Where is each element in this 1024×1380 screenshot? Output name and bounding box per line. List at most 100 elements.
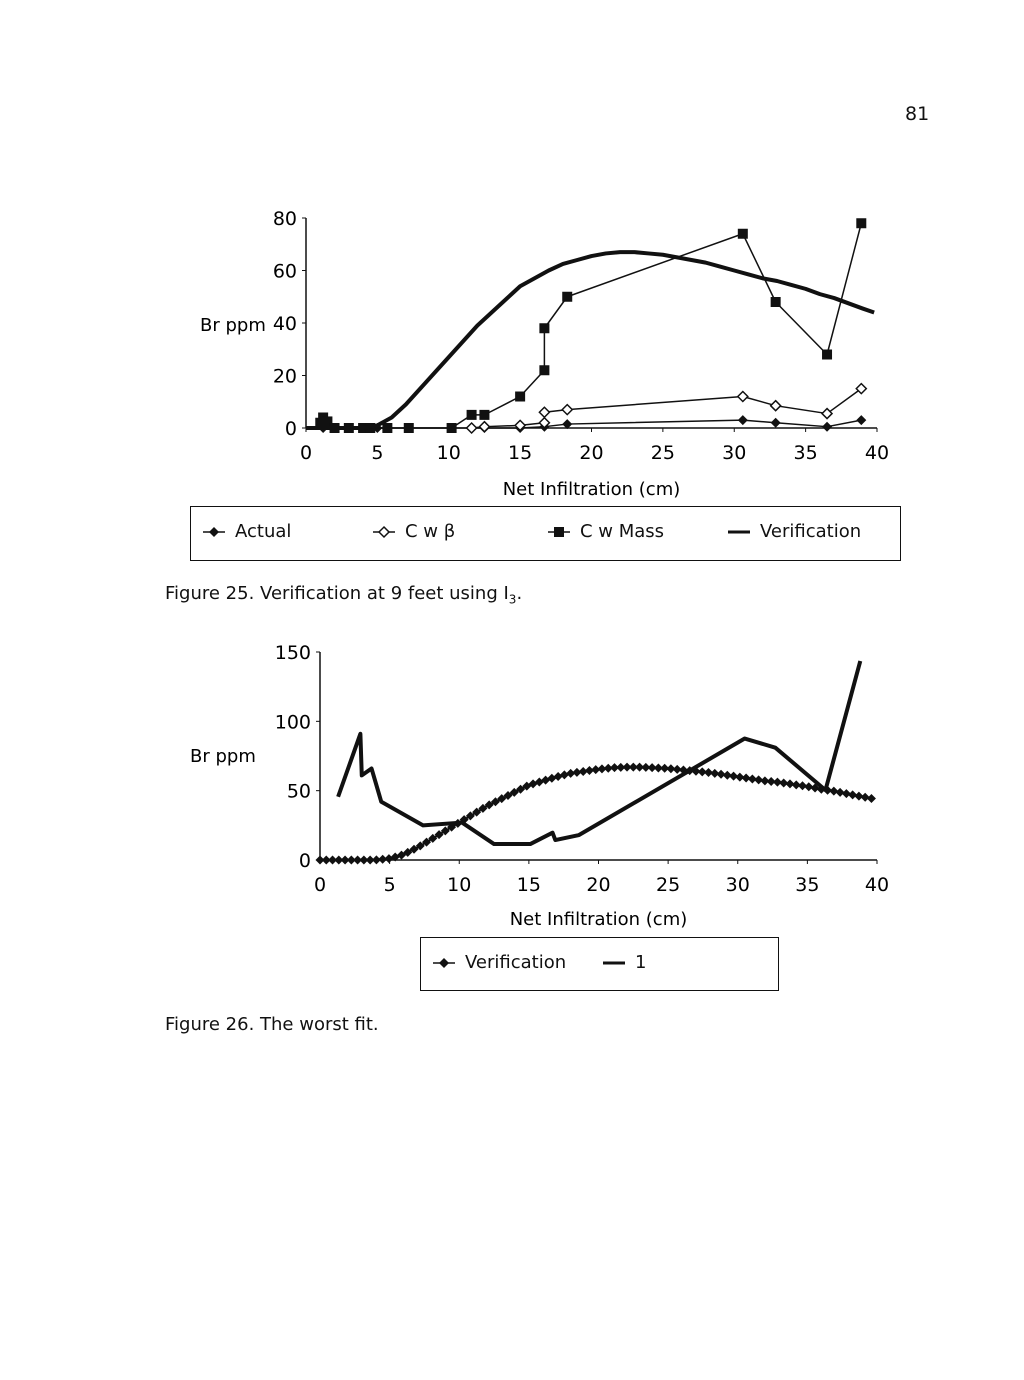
data-point <box>653 763 663 773</box>
data-point <box>346 855 356 865</box>
series-verification <box>315 762 876 865</box>
series-line <box>306 250 875 430</box>
series-line <box>336 660 863 847</box>
x-tick-label: 30 <box>726 874 750 896</box>
data-point <box>856 415 867 426</box>
x-tick-label: 40 <box>865 442 889 464</box>
data-point <box>465 811 475 821</box>
legend-swatch <box>203 527 225 537</box>
data-point <box>710 768 720 778</box>
x-tick-label: 30 <box>722 442 746 464</box>
x-tick-label: 10 <box>437 442 461 464</box>
data-point <box>478 420 491 433</box>
y-tick-label: 150 <box>275 642 311 664</box>
legend-swatch <box>433 958 455 968</box>
data-point <box>428 833 438 843</box>
data-point <box>472 807 482 817</box>
data-point <box>478 803 488 813</box>
x-tick-label: 40 <box>865 874 889 896</box>
data-point <box>770 417 781 428</box>
data-point <box>561 403 574 416</box>
legend-label: C w Mass <box>580 521 665 542</box>
data-point <box>798 781 808 791</box>
data-point <box>641 762 651 772</box>
data-point <box>737 228 748 239</box>
legend-label: Actual <box>235 521 292 542</box>
legend-swatch <box>603 961 625 965</box>
data-point <box>321 855 331 865</box>
y-tick-label: 100 <box>275 711 311 733</box>
data-point <box>434 830 444 840</box>
page-number: 81 <box>905 103 930 125</box>
legend-figure-26: Verification 1 <box>420 937 779 991</box>
y-axis-label: Br ppm <box>190 746 256 767</box>
data-point <box>860 792 870 802</box>
data-point <box>384 854 394 864</box>
legend-marker <box>209 527 219 537</box>
data-point <box>716 769 726 779</box>
legend-item: Verification <box>726 521 861 542</box>
y-tick-label: 20 <box>273 366 297 388</box>
series-c-w-mass <box>315 218 867 433</box>
data-point <box>855 382 868 395</box>
legend-marker <box>554 527 564 537</box>
data-point <box>497 794 507 804</box>
data-point <box>666 764 676 774</box>
data-point <box>562 419 573 430</box>
data-point <box>597 764 607 774</box>
y-tick-label: 60 <box>273 261 297 283</box>
x-tick-label: 5 <box>371 442 383 464</box>
data-point <box>340 855 350 865</box>
data-point <box>490 797 500 807</box>
data-point <box>754 775 764 785</box>
data-point <box>538 406 551 419</box>
data-point <box>829 786 839 796</box>
legend-label: Verification <box>465 952 567 973</box>
x-tick-label: 15 <box>508 442 532 464</box>
data-point <box>446 423 457 433</box>
series-c-w- <box>465 382 868 435</box>
legend-marker <box>377 525 391 539</box>
legend-label: Verification <box>760 521 862 542</box>
data-point <box>578 766 588 776</box>
x-tick-label: 25 <box>651 442 675 464</box>
data-point <box>722 770 732 780</box>
y-axis-label: Br ppm <box>200 315 266 336</box>
data-point <box>785 779 795 789</box>
data-point <box>603 763 613 773</box>
data-point <box>647 763 657 773</box>
caption-text: Figure 26. The worst fit. <box>165 1014 379 1035</box>
data-point <box>616 762 626 772</box>
data-point <box>672 764 682 774</box>
y-tick-label: 80 <box>273 208 297 230</box>
caption-subscript: 3 <box>508 592 517 607</box>
data-point <box>737 415 748 426</box>
data-point <box>538 416 551 429</box>
data-point <box>466 409 477 420</box>
data-point <box>484 800 494 810</box>
x-tick-label: 20 <box>586 874 610 896</box>
data-point <box>856 218 867 229</box>
x-tick-label: 0 <box>300 442 312 464</box>
data-point <box>820 407 834 420</box>
series-verification <box>306 250 875 430</box>
chart-2: 0 50 100 150 0 5 10 15 20 25 30 35 40 Net Infiltratio… <box>190 642 889 930</box>
series-actual <box>318 415 867 433</box>
data-point <box>729 771 739 781</box>
data-point <box>382 423 393 433</box>
data-point <box>610 763 620 773</box>
data-point <box>854 791 864 801</box>
y-tick-label: 40 <box>273 313 297 335</box>
legend-swatch <box>728 530 750 534</box>
data-point <box>371 855 381 865</box>
data-point <box>566 768 576 778</box>
data-point <box>770 297 781 307</box>
data-point <box>822 349 833 360</box>
legend-swatch <box>548 527 570 537</box>
x-tick-label: 35 <box>794 442 818 464</box>
data-point <box>866 793 876 803</box>
data-point <box>635 762 645 772</box>
data-point <box>353 855 363 865</box>
data-point <box>562 291 573 302</box>
